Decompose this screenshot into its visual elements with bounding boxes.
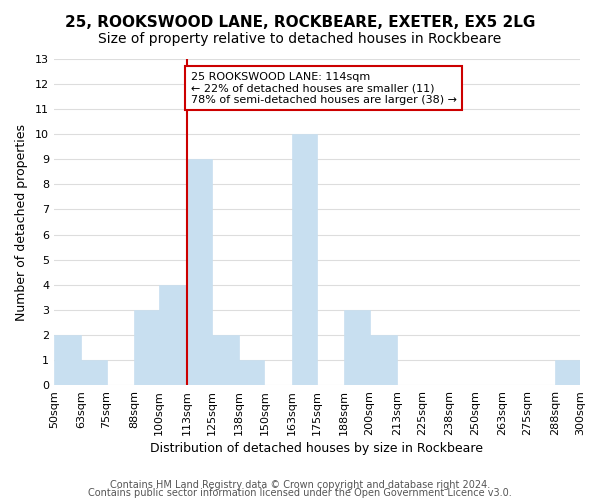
- Bar: [292, 134, 317, 385]
- X-axis label: Distribution of detached houses by size in Rockbeare: Distribution of detached houses by size …: [151, 442, 484, 455]
- Bar: [134, 310, 159, 385]
- Bar: [239, 360, 265, 385]
- Bar: [555, 360, 580, 385]
- Bar: [212, 335, 239, 385]
- Bar: [54, 335, 81, 385]
- Text: Size of property relative to detached houses in Rockbeare: Size of property relative to detached ho…: [98, 32, 502, 46]
- Text: Contains HM Land Registry data © Crown copyright and database right 2024.: Contains HM Land Registry data © Crown c…: [110, 480, 490, 490]
- Bar: [159, 284, 187, 385]
- Bar: [344, 310, 370, 385]
- Text: Contains public sector information licensed under the Open Government Licence v3: Contains public sector information licen…: [88, 488, 512, 498]
- Text: 25, ROOKSWOOD LANE, ROCKBEARE, EXETER, EX5 2LG: 25, ROOKSWOOD LANE, ROCKBEARE, EXETER, E…: [65, 15, 535, 30]
- Bar: [370, 335, 397, 385]
- Bar: [81, 360, 107, 385]
- Text: 25 ROOKSWOOD LANE: 114sqm
← 22% of detached houses are smaller (11)
78% of semi-: 25 ROOKSWOOD LANE: 114sqm ← 22% of detac…: [191, 72, 457, 104]
- Bar: [187, 160, 212, 385]
- Y-axis label: Number of detached properties: Number of detached properties: [15, 124, 28, 320]
